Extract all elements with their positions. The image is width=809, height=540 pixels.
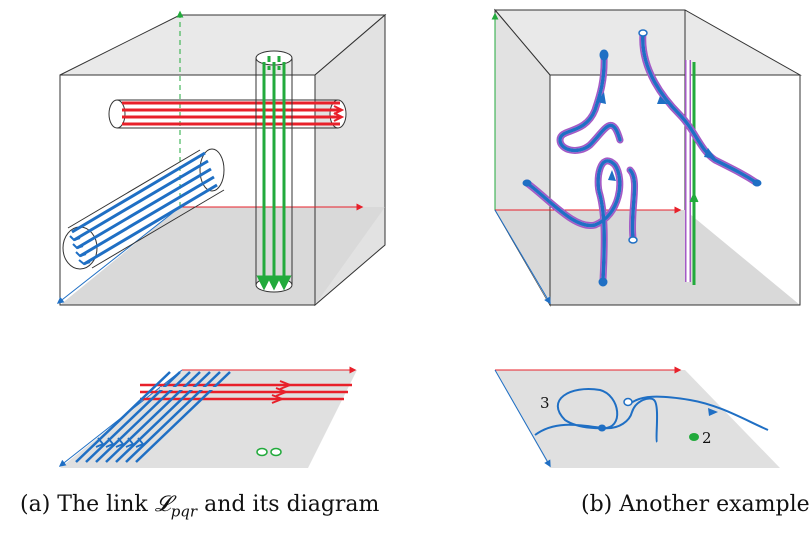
axis-y-a (56, 206, 181, 304)
caption-a-suffix: and its diagram (197, 492, 380, 517)
green-point-1 (256, 447, 268, 457)
cube-b-floor (495, 210, 800, 305)
green-tube (255, 50, 293, 293)
blue-strands-b (522, 29, 762, 287)
caption-b: (b) Another example (581, 492, 809, 517)
cube-b (491, 8, 802, 307)
caption-a-subscript: pqr (170, 502, 198, 521)
caption-a: (a) The link 𝓛pqr and its diagram (20, 492, 379, 520)
red-tube (108, 99, 347, 129)
green-point-2 (270, 447, 282, 457)
diagram-b: 3 2 (494, 366, 780, 468)
cube-a-floor (60, 207, 385, 305)
label-2: 2 (702, 429, 712, 447)
green-strand-b (685, 60, 699, 285)
cube-a (56, 10, 387, 307)
green-point-b (689, 433, 699, 441)
axis-y-b (494, 209, 551, 305)
label-3: 3 (540, 394, 550, 412)
caption-a-symbol: 𝓛 (154, 492, 171, 517)
blue-tube (62, 148, 225, 270)
diagram-a (58, 366, 357, 468)
caption-a-prefix: (a) The link (20, 492, 155, 517)
diagram-b-curve (534, 388, 769, 443)
diagram-b-plane (495, 370, 780, 468)
